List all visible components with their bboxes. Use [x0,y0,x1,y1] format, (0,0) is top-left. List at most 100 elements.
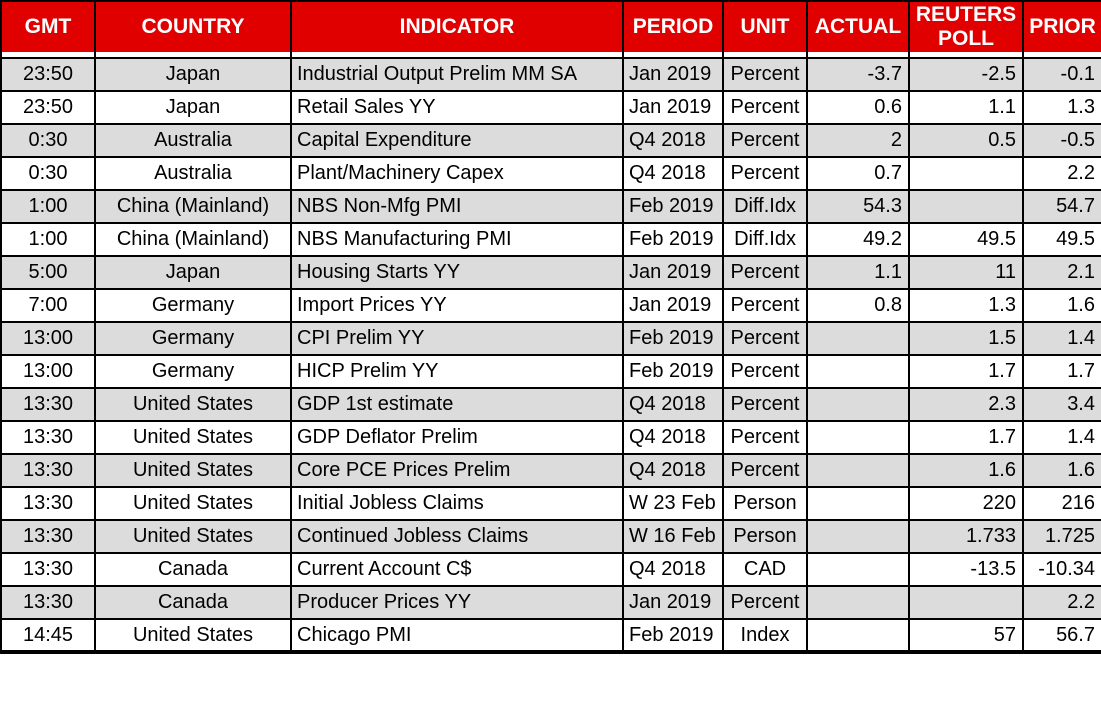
cell-gmt: 1:00 [0,222,96,257]
cell-gmt: 13:00 [0,321,96,356]
cell-period: Q4 2018 [622,156,724,191]
cell-poll: 1.6 [908,453,1024,488]
cell-poll: 1.3 [908,288,1024,323]
cell-gmt: 1:00 [0,189,96,224]
cell-poll: 220 [908,486,1024,521]
table-header: GMT COUNTRY INDICATOR PERIOD UNIT ACTUAL… [0,0,1101,59]
cell-poll: 1.7 [908,354,1024,389]
cell-country: Australia [94,123,292,158]
cell-indicator: NBS Non-Mfg PMI [290,189,624,224]
cell-gmt: 13:30 [0,552,96,587]
cell-indicator: Current Account C$ [290,552,624,587]
cell-actual [806,387,910,422]
cell-unit: Percent [722,288,808,323]
cell-unit: Percent [722,156,808,191]
cell-gmt: 13:30 [0,420,96,455]
cell-period: Feb 2019 [622,618,724,653]
column-header-actual: ACTUAL [806,0,910,59]
cell-country: United States [94,420,292,455]
cell-gmt: 13:00 [0,354,96,389]
table-row: 1:00 China (Mainland) NBS Manufacturing PM… [0,222,1101,257]
cell-prior: -0.1 [1022,57,1101,92]
cell-actual: 54.3 [806,189,910,224]
cell-country: Canada [94,552,292,587]
cell-period: Jan 2019 [622,288,724,323]
cell-country: Japan [94,255,292,290]
cell-unit: Index [722,618,808,653]
cell-country: Canada [94,585,292,620]
table-row: 13:30 United States GDP 1st estimate Q4 201… [0,387,1101,422]
table-row: 1:00 China (Mainland) NBS Non-Mfg PMI Feb 2… [0,189,1101,224]
cell-country: Japan [94,90,292,125]
cell-unit: Person [722,519,808,554]
cell-prior: 2.2 [1022,156,1101,191]
cell-unit: Diff.Idx [722,189,808,224]
cell-actual [806,618,910,653]
cell-gmt: 0:30 [0,123,96,158]
cell-unit: Diff.Idx [722,222,808,257]
cell-actual [806,552,910,587]
cell-period: W 23 Feb [622,486,724,521]
header-row: GMT COUNTRY INDICATOR PERIOD UNIT ACTUAL… [0,0,1101,59]
table-row: 13:30 United States Initial Jobless Claims… [0,486,1101,521]
table-row: 0:30 Australia Plant/Machinery Capex Q4 201… [0,156,1101,191]
cell-gmt: 23:50 [0,57,96,92]
cell-prior: 216 [1022,486,1101,521]
cell-actual [806,321,910,356]
table-row: 23:50 Japan Retail Sales YY Jan 2019 Percent… [0,90,1101,125]
cell-prior: 1.6 [1022,453,1101,488]
cell-actual [806,585,910,620]
cell-actual: -3.7 [806,57,910,92]
cell-gmt: 0:30 [0,156,96,191]
cell-actual [806,420,910,455]
cell-poll [908,189,1024,224]
cell-indicator: Chicago PMI [290,618,624,653]
cell-poll: 1.5 [908,321,1024,356]
column-header-reuters-poll: REUTERS POLL [908,0,1024,59]
cell-actual: 2 [806,123,910,158]
cell-country: Germany [94,354,292,389]
cell-poll: -13.5 [908,552,1024,587]
cell-prior: 54.7 [1022,189,1101,224]
cell-unit: Percent [722,585,808,620]
cell-period: Q4 2018 [622,453,724,488]
cell-country: United States [94,618,292,653]
cell-period: Q4 2018 [622,387,724,422]
cell-unit: Percent [722,420,808,455]
table-row: 13:30 United States Continued Jobless Clai… [0,519,1101,554]
cell-unit: Percent [722,123,808,158]
cell-poll: 57 [908,618,1024,653]
cell-country: Germany [94,288,292,323]
cell-prior: 2.1 [1022,255,1101,290]
cell-indicator: Industrial Output Prelim MM SA [290,57,624,92]
cell-period: Jan 2019 [622,90,724,125]
cell-prior: 1.3 [1022,90,1101,125]
cell-gmt: 13:30 [0,585,96,620]
cell-poll: 0.5 [908,123,1024,158]
cell-prior: -0.5 [1022,123,1101,158]
cell-actual: 0.7 [806,156,910,191]
cell-actual [806,354,910,389]
cell-country: United States [94,519,292,554]
cell-actual: 49.2 [806,222,910,257]
table-row: 13:30 Canada Producer Prices YY Jan 2019 Per… [0,585,1101,620]
cell-actual [806,519,910,554]
cell-prior: 2.2 [1022,585,1101,620]
cell-unit: CAD [722,552,808,587]
column-header-country: COUNTRY [94,0,292,59]
cell-poll: 1.733 [908,519,1024,554]
table-row: 5:00 Japan Housing Starts YY Jan 2019 Percen… [0,255,1101,290]
cell-gmt: 7:00 [0,288,96,323]
cell-country: Japan [94,57,292,92]
cell-period: Feb 2019 [622,222,724,257]
cell-country: Australia [94,156,292,191]
table-row: 13:00 Germany HICP Prelim YY Feb 2019 Percen… [0,354,1101,389]
cell-prior: 1.6 [1022,288,1101,323]
cell-indicator: Plant/Machinery Capex [290,156,624,191]
cell-gmt: 13:30 [0,519,96,554]
cell-indicator: GDP Deflator Prelim [290,420,624,455]
cell-actual [806,453,910,488]
cell-gmt: 14:45 [0,618,96,653]
table-row: 23:50 Japan Industrial Output Prelim MM SA… [0,57,1101,92]
cell-poll: 49.5 [908,222,1024,257]
